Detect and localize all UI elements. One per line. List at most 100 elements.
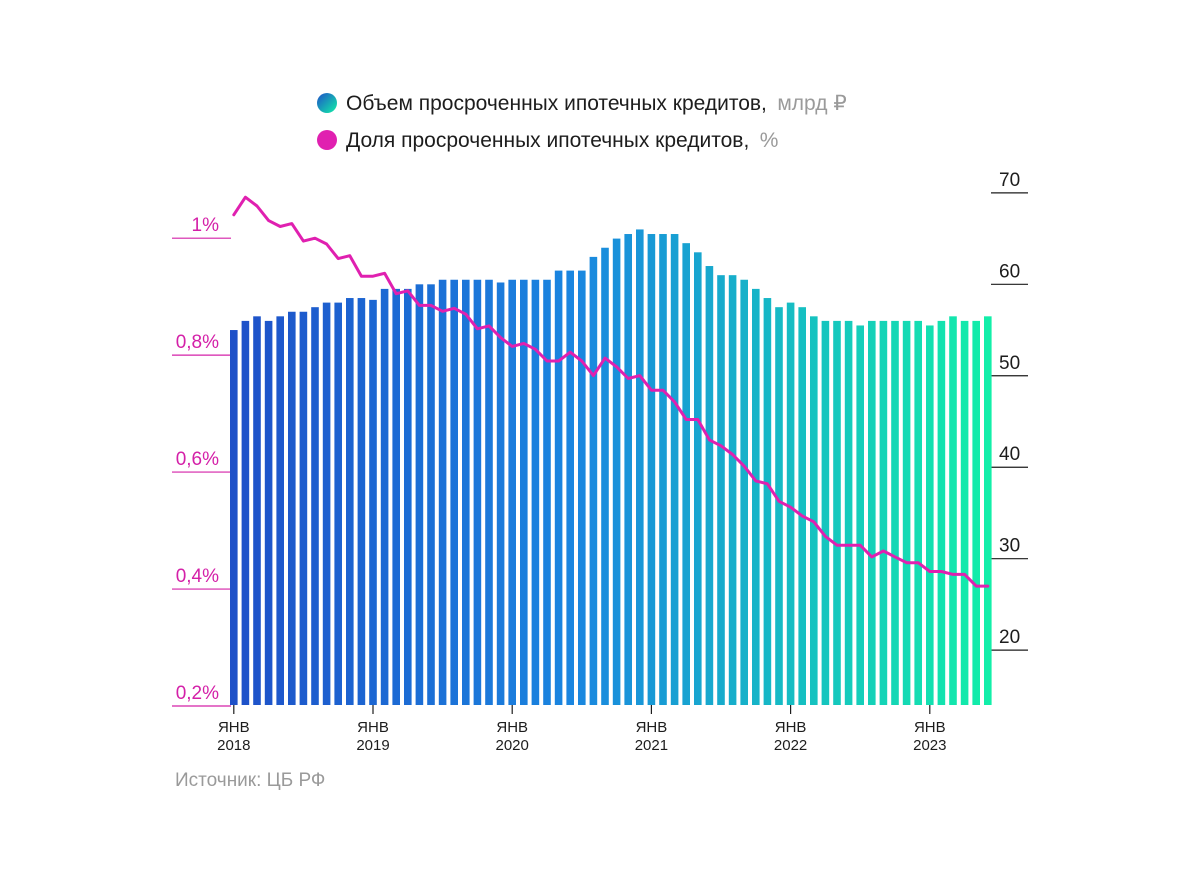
- x-axis: ЯНВ2018ЯНВ2019ЯНВ2020ЯНВ2021ЯНВ2022ЯНВ20…: [217, 705, 946, 754]
- bar: [543, 279, 551, 705]
- bar: [833, 320, 841, 705]
- bar: [601, 247, 609, 705]
- bar: [496, 282, 505, 705]
- x-tick-month: ЯНВ: [775, 719, 807, 736]
- bar: [682, 243, 690, 705]
- bar: [508, 279, 516, 705]
- bar: [288, 311, 296, 705]
- right-tick-label: 50: [999, 353, 1020, 374]
- source-note: Источник: ЦБ РФ: [175, 770, 325, 791]
- bar: [276, 316, 284, 705]
- right-tick-label: 40: [999, 444, 1020, 465]
- bar: [578, 270, 586, 705]
- bar: [926, 325, 934, 705]
- bar: [357, 298, 366, 705]
- bar: [369, 299, 377, 705]
- bar: [566, 270, 574, 705]
- bar: [937, 320, 946, 705]
- bar: [427, 284, 435, 705]
- bar: [705, 266, 714, 705]
- bar: [380, 288, 389, 705]
- bar: [612, 238, 621, 706]
- bar: [230, 330, 238, 705]
- bar: [462, 279, 470, 705]
- bar: [821, 320, 830, 705]
- bar: [473, 279, 482, 705]
- bar: [798, 307, 806, 705]
- bar: [589, 256, 598, 705]
- legend-line-marker: [317, 130, 337, 150]
- bar: [810, 316, 818, 705]
- x-tick-year: 2023: [913, 737, 946, 754]
- bar: [299, 311, 308, 705]
- bar: [554, 270, 563, 705]
- left-tick-label: 0,4%: [176, 566, 219, 587]
- bar: [879, 320, 888, 705]
- bar: [972, 320, 980, 705]
- bar: [624, 234, 632, 705]
- bar: [520, 279, 528, 705]
- bar: [531, 279, 540, 705]
- left-tick-label: 0,6%: [176, 449, 219, 470]
- bars: [230, 229, 992, 706]
- bar: [775, 307, 783, 705]
- bar: [728, 275, 737, 705]
- bar: [670, 234, 679, 705]
- bar: [752, 288, 760, 705]
- right-tick-label: 20: [999, 627, 1020, 648]
- bar: [404, 288, 412, 705]
- right-tick-label: 70: [999, 170, 1020, 191]
- bar: [659, 234, 667, 705]
- x-tick-month: ЯНВ: [496, 719, 528, 736]
- legend-bars-label: Объем просроченных ипотечных кредитов, м…: [346, 92, 847, 115]
- bar: [241, 320, 250, 705]
- right-axis: 70 60 50 40 30 20: [991, 170, 1028, 651]
- share-line-path: [232, 195, 990, 588]
- left-axis: 1% 0,8% 0,6% 0,4% 0,2%: [172, 215, 231, 707]
- legend-line-label: Доля просроченных ипотечных кредитов, %: [346, 129, 778, 152]
- legend: Объем просроченных ипотечных кредитов, м…: [317, 92, 847, 152]
- bar: [415, 284, 424, 705]
- bar: [844, 320, 853, 705]
- left-tick-label: 0,2%: [176, 683, 219, 704]
- x-tick-year: 2022: [774, 737, 807, 754]
- bar: [334, 302, 342, 705]
- x-tick-year: 2018: [217, 737, 250, 754]
- x-tick-year: 2020: [496, 737, 529, 754]
- x-tick-month: ЯНВ: [914, 719, 946, 736]
- x-tick-year: 2019: [356, 737, 389, 754]
- right-tick-label: 30: [999, 536, 1020, 557]
- bar: [960, 320, 969, 705]
- x-tick-month: ЯНВ: [357, 719, 389, 736]
- bar: [694, 252, 702, 706]
- bar: [891, 320, 899, 705]
- bar: [984, 316, 992, 705]
- left-tick-label: 1%: [192, 215, 220, 236]
- left-tick-label: 0,8%: [176, 332, 219, 353]
- bar: [346, 298, 354, 705]
- bar: [914, 320, 922, 705]
- bar: [949, 316, 957, 705]
- bar: [856, 325, 864, 705]
- bar: [868, 320, 876, 705]
- bar: [264, 320, 273, 705]
- bar: [647, 234, 656, 705]
- bar: [485, 279, 493, 705]
- x-tick-month: ЯНВ: [636, 719, 668, 736]
- x-tick-month: ЯНВ: [218, 719, 250, 736]
- share-line: [232, 195, 990, 588]
- bar: [450, 279, 458, 705]
- legend-bars-marker: [317, 93, 337, 113]
- bar: [763, 298, 772, 705]
- bar: [322, 302, 331, 705]
- bar: [740, 279, 748, 705]
- right-tick-label: 60: [999, 261, 1020, 282]
- bar: [717, 275, 725, 705]
- bar: [311, 307, 319, 705]
- bar: [253, 316, 261, 705]
- bar: [636, 229, 644, 705]
- bar: [786, 302, 795, 705]
- bar: [902, 320, 911, 705]
- bar: [392, 288, 400, 705]
